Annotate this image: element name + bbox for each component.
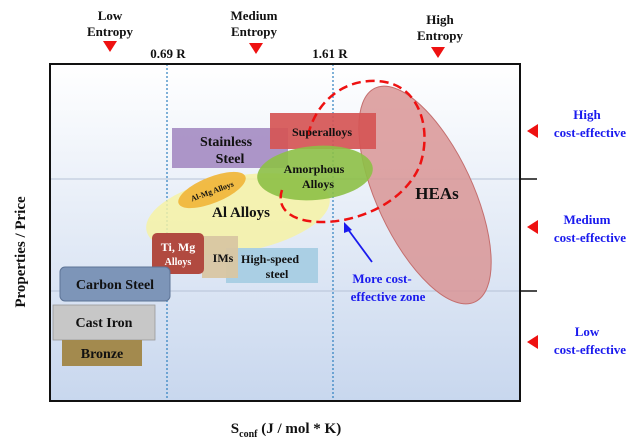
medium-cost-label-line1: Medium [564, 212, 611, 227]
medium-cost-label-line2: cost-effective [554, 230, 626, 245]
ti-mg-label-line2: Alloys [165, 257, 192, 268]
low-cost-label-line2: cost-effective [554, 342, 626, 357]
entropy-label-low-line2: Entropy [87, 24, 133, 39]
ti-mg-label-line1: Ti, Mg [161, 240, 195, 254]
low-entropy-marker-icon [103, 41, 117, 52]
low-cost-label-line1: Low [575, 324, 600, 339]
medium-cost-effective-marker-icon [527, 220, 538, 234]
high-cost-label-line1: High [573, 107, 601, 122]
zone-pointer-line [346, 227, 373, 263]
entropy-label-high-line1: High [426, 12, 454, 27]
zone-note-line2: effective zone [351, 289, 426, 304]
heas-region [358, 85, 492, 305]
y-axis-label: Properties / Price [13, 196, 29, 308]
x-axis-label-unit: (J / mol * K) [257, 421, 341, 437]
cost-effective-zone-boundary [279, 79, 426, 224]
ti-mg-alloys-box [152, 233, 204, 274]
zone-note-line1: More cost- [352, 271, 411, 286]
high-cost-effective-marker-icon [527, 124, 538, 138]
cast-iron-box [52, 304, 156, 341]
stainless-label-line2: Steel [216, 152, 245, 167]
ims-label: IMs [213, 251, 234, 265]
superalloys-box [270, 113, 376, 149]
bronze-box [62, 340, 142, 366]
superalloys-label: Superalloys [292, 125, 352, 139]
high-entropy-marker-icon [431, 47, 445, 58]
amorphous-alloys-region [257, 145, 373, 201]
low-cost-effective-marker-icon [527, 335, 538, 349]
amorphous-label-line2: Alloys [302, 177, 334, 191]
x-axis-label: Sconf (J / mol * K) [231, 421, 341, 440]
high-cost-label-line2: cost-effective [554, 125, 626, 140]
medium-entropy-marker-icon [249, 43, 263, 54]
zone-pointer-arrow-icon [344, 222, 352, 233]
plot-border [49, 63, 521, 402]
al-mg-alloys-region [178, 171, 246, 209]
cast-iron-label: Cast Iron [76, 316, 133, 331]
entropy-label-low-line1: Low [98, 8, 123, 23]
threshold-label-low: 0.69 R [150, 46, 186, 61]
high-speed-steel-label-line2: steel [266, 267, 289, 281]
entropy-label-medium-line2: Entropy [231, 24, 277, 39]
carbon-steel-label: Carbon Steel [76, 278, 154, 293]
entropy-label-high-line2: Entropy [417, 28, 463, 43]
amorphous-label-line1: Amorphous [284, 162, 345, 176]
entropy-label-medium-line1: Medium [231, 8, 278, 23]
carbon-steel-box [59, 266, 171, 302]
high-speed-steel-box [226, 248, 318, 283]
stainless-label-line1: Stainless [200, 135, 253, 150]
bronze-label: Bronze [81, 347, 124, 362]
high-speed-steel-label-line1: High-speed [241, 252, 299, 266]
x-axis-label-main: S [231, 421, 239, 437]
ims-box [202, 236, 238, 278]
al-alloys-label: Al Alloys [212, 205, 270, 221]
x-axis-label-subscript: conf [239, 429, 258, 440]
heas-label: HEAs [415, 184, 459, 203]
threshold-label-high: 1.61 R [312, 46, 348, 61]
